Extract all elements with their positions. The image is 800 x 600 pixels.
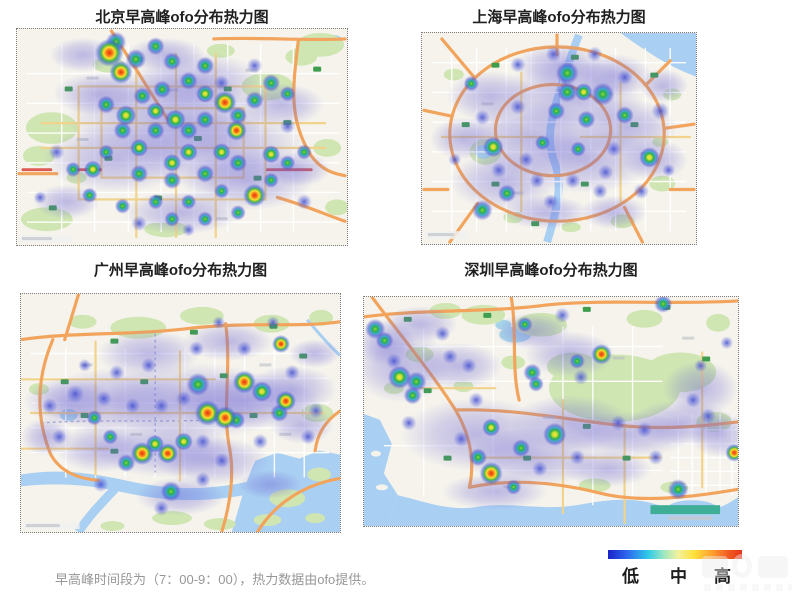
heat-legend: 低 中 高 <box>608 550 742 586</box>
figure-caption: 早高峰时间段为（7：00-9：00），热力数据由ofo提供。 <box>55 572 375 587</box>
attribution <box>23 523 80 530</box>
legend-gradient-bar <box>608 550 742 559</box>
legend-label-mid: 中 <box>670 567 687 586</box>
beijing-heatmap <box>16 28 348 246</box>
legend-label-low: 低 <box>622 567 639 586</box>
attribution <box>650 505 721 521</box>
shenzhen-title: 深圳早高峰ofo分布热力图 <box>464 262 638 279</box>
attribution <box>425 231 468 240</box>
beijing-title: 北京早高峰ofo分布热力图 <box>95 9 269 26</box>
legend-label-high: 高 <box>714 567 731 586</box>
attribution <box>19 235 72 243</box>
shanghai-heatmap <box>421 32 697 245</box>
shenzhen-heatmap <box>363 296 739 527</box>
guangzhou-heatmap <box>20 293 341 533</box>
heat-layer <box>21 316 340 516</box>
guangzhou-title: 广州早高峰ofo分布热力图 <box>93 262 268 279</box>
heat-layer <box>364 297 738 510</box>
shanghai-title: 上海早高峰ofo分布热力图 <box>472 9 646 26</box>
heat-layer <box>33 31 331 237</box>
heat-layer <box>430 43 688 230</box>
